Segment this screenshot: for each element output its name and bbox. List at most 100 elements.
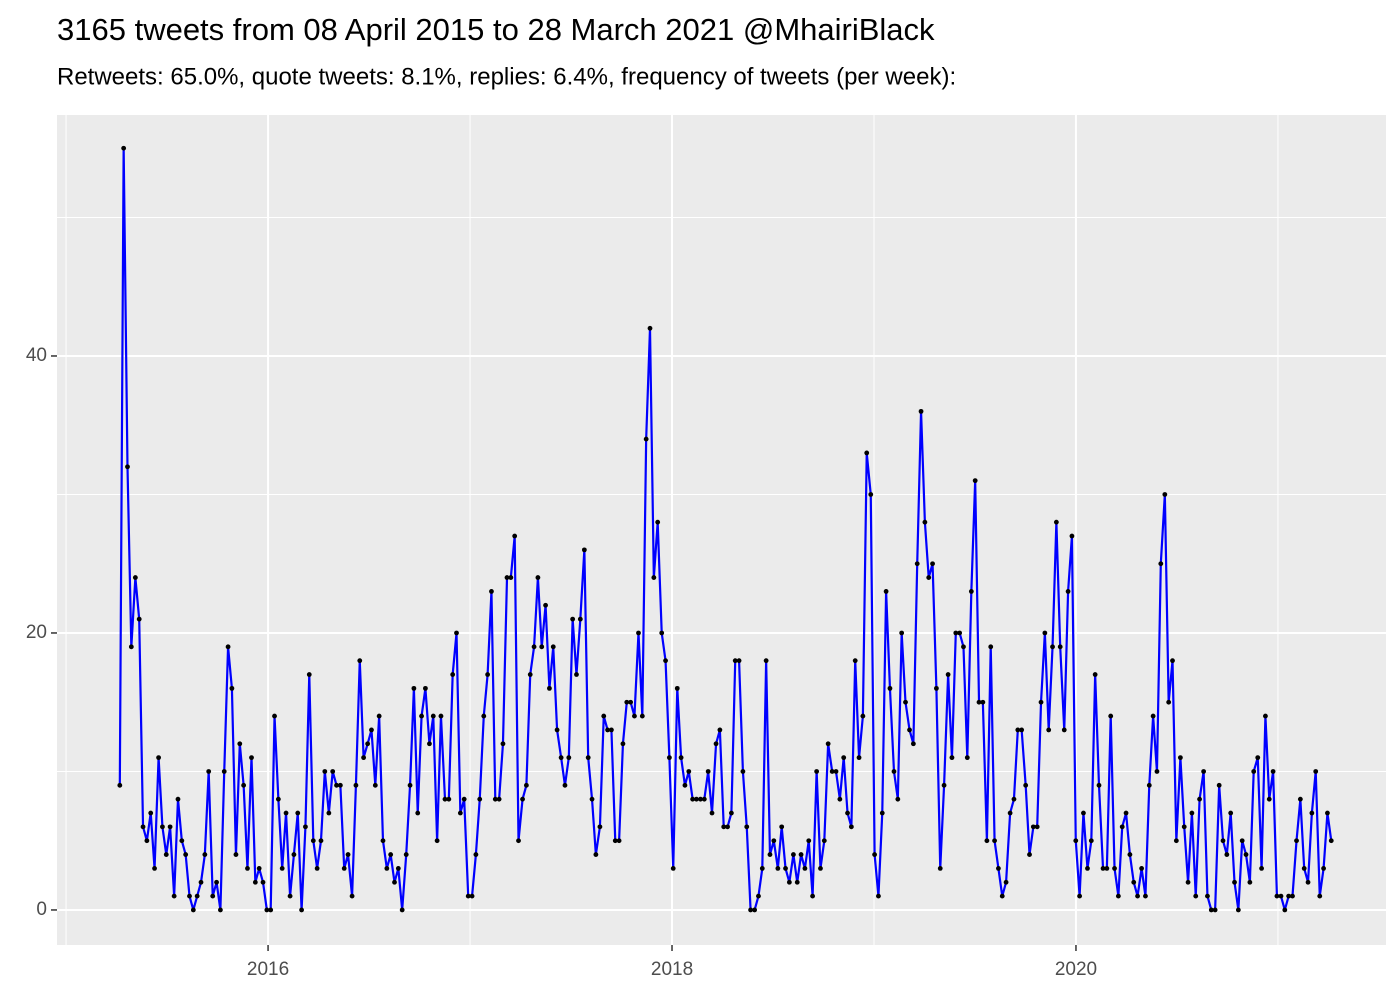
data-point: [152, 866, 157, 871]
data-point: [1290, 893, 1295, 899]
data-point: [1286, 893, 1292, 899]
data-point: [380, 838, 386, 844]
data-point: [399, 907, 405, 913]
data-point: [1278, 893, 1284, 899]
data-point: [419, 713, 424, 719]
data-point: [1216, 782, 1222, 788]
data-point: [1205, 893, 1210, 899]
data-point: [287, 893, 293, 899]
data-point: [318, 838, 324, 844]
data-point: [651, 575, 657, 580]
data-point: [1019, 727, 1025, 733]
data-point: [1077, 893, 1083, 899]
data-point: [609, 727, 614, 733]
data-point: [763, 658, 769, 664]
data-point: [461, 796, 467, 802]
data-point: [299, 907, 304, 913]
data-point: [624, 699, 630, 705]
data-point: [194, 893, 200, 899]
data-point: [1301, 866, 1307, 871]
data-point: [868, 492, 874, 497]
data-point: [1317, 893, 1323, 899]
data-point: [643, 436, 649, 442]
data-point: [1135, 893, 1140, 899]
data-point: [914, 561, 920, 567]
data-point: [1069, 533, 1075, 539]
data-point: [814, 769, 820, 774]
data-point: [1255, 755, 1261, 761]
data-point: [256, 866, 262, 871]
data-point: [767, 852, 773, 857]
data-point: [457, 810, 463, 816]
data-point: [283, 810, 289, 816]
data-point: [527, 672, 533, 677]
data-point: [1053, 519, 1059, 525]
data-point: [1038, 699, 1044, 705]
data-point: [852, 658, 858, 664]
data-point: [1115, 893, 1121, 899]
data-point: [783, 866, 788, 871]
data-point: [775, 866, 781, 871]
data-point: [694, 796, 699, 802]
data-point: [1123, 810, 1129, 816]
data-point: [968, 589, 974, 594]
data-point: [1208, 907, 1214, 913]
data-point: [403, 852, 409, 857]
data-point: [175, 796, 181, 802]
data-point: [845, 810, 850, 816]
data-point: [1092, 672, 1098, 677]
data-point: [744, 824, 750, 830]
data-point: [639, 713, 645, 719]
data-point: [531, 644, 537, 650]
data-point: [1197, 796, 1202, 802]
data-point: [171, 893, 177, 899]
data-point: [976, 699, 982, 705]
data-point: [148, 810, 154, 816]
data-point: [469, 893, 475, 899]
data-point: [376, 713, 382, 719]
data-point: [926, 575, 932, 580]
data-point: [713, 741, 719, 747]
data-point: [1270, 769, 1276, 774]
data-point: [125, 464, 130, 470]
data-point: [791, 852, 796, 857]
data-point: [1030, 824, 1036, 830]
data-point: [601, 713, 607, 719]
data-point: [558, 755, 564, 761]
data-point: [337, 782, 343, 788]
data-point: [473, 852, 479, 857]
data-point: [794, 879, 800, 885]
data-point: [388, 852, 394, 857]
data-point: [1325, 810, 1330, 816]
data-point: [1282, 907, 1288, 913]
data-point: [992, 838, 997, 844]
data-point: [988, 644, 994, 650]
data-point: [1088, 838, 1094, 844]
data-point: [279, 866, 285, 871]
data-point: [1173, 838, 1179, 844]
data-point: [709, 810, 715, 816]
data-point: [543, 602, 548, 608]
data-point: [999, 893, 1005, 899]
data-point: [674, 685, 680, 691]
data-point: [1158, 561, 1164, 567]
data-point: [489, 589, 494, 594]
data-point: [589, 796, 595, 802]
data-point: [686, 769, 692, 774]
data-point: [1015, 727, 1021, 733]
data-point: [535, 575, 541, 580]
data-point: [550, 644, 556, 650]
data-point: [690, 796, 696, 802]
data-point: [1235, 907, 1241, 913]
data-point: [1027, 852, 1032, 857]
data-point: [132, 575, 138, 580]
data-point: [1259, 866, 1264, 871]
data-point: [450, 672, 456, 677]
data-point: [365, 741, 371, 747]
data-point: [430, 713, 436, 719]
data-point: [446, 796, 452, 802]
data-point: [1232, 879, 1237, 885]
data-point: [144, 838, 150, 844]
data-point: [1228, 810, 1234, 816]
data-point: [1046, 727, 1052, 733]
